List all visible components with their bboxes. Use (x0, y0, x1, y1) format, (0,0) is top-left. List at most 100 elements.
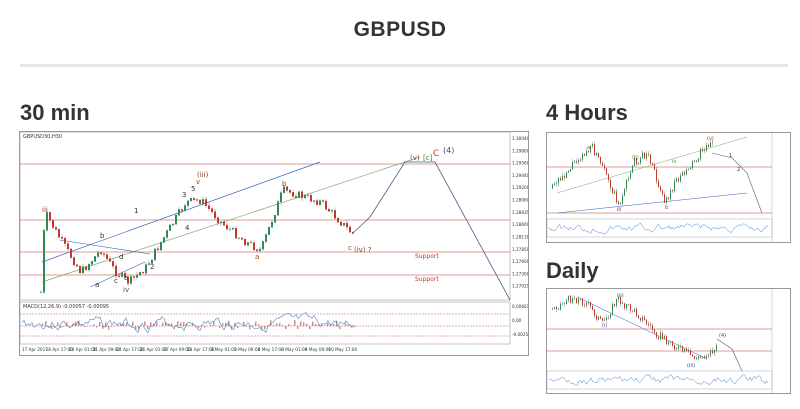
candle (604, 319, 605, 321)
candle (592, 305, 593, 310)
candle (608, 317, 609, 318)
indicator-tick: -0.00255 (512, 332, 528, 337)
candle (325, 200, 327, 210)
candle (564, 303, 565, 305)
candle (710, 350, 711, 356)
histogram-bar (309, 326, 311, 330)
chart-daily[interactable]: (ii) (i) (4) (iii) (546, 288, 791, 394)
price-tick: 1.29560 (512, 161, 528, 166)
candle (115, 265, 117, 277)
candle (46, 212, 48, 231)
candle (97, 252, 99, 257)
h4-label-iii: iii (617, 207, 621, 213)
candle (570, 295, 571, 303)
wave-label-1: 1 (134, 207, 138, 215)
histogram-bar (135, 326, 137, 330)
candle (112, 261, 114, 267)
candle (600, 316, 601, 319)
trend-line-blue (41, 161, 321, 263)
candle (157, 248, 159, 251)
price-tick: 1.29800 (512, 148, 528, 153)
histogram-bar (261, 326, 263, 330)
candle (280, 192, 282, 202)
candle (608, 174, 609, 181)
candle (604, 165, 605, 169)
candle (552, 308, 553, 310)
candle (576, 161, 577, 163)
time-tick: 18 Apr 17:00 (46, 347, 74, 352)
candle (652, 325, 653, 330)
candle (696, 160, 697, 162)
candle (580, 159, 581, 161)
candle (566, 172, 567, 179)
candle (88, 264, 90, 271)
chart-30min-canvas: GBPUSD30,H30 MACD(12,26,9) -0.00057 -0.0… (20, 132, 528, 352)
candle (346, 222, 348, 228)
candle (558, 308, 559, 310)
candle (598, 152, 599, 158)
candle (52, 220, 54, 228)
time-tick: 28 Apr 17:00 (187, 347, 215, 352)
histogram-bar (150, 322, 152, 326)
candle (202, 199, 204, 204)
histogram-bar (276, 323, 278, 326)
channel-line-low (89, 261, 146, 288)
histogram-bar (267, 326, 269, 327)
candle (193, 197, 195, 200)
candle (319, 200, 321, 205)
candle (196, 199, 198, 201)
candle (106, 254, 108, 259)
candle (656, 332, 657, 338)
candle (602, 162, 603, 166)
candle (268, 226, 270, 235)
candle (79, 265, 81, 274)
histogram-bar (201, 324, 203, 326)
candle (638, 315, 639, 319)
candle (712, 142, 713, 144)
candle (103, 253, 105, 255)
candle (352, 231, 354, 234)
trend-line-green (41, 156, 421, 283)
h4-label-iv: iv (672, 159, 676, 165)
chart-4hours[interactable]: a (ii) iii b iv (v) 1 2 (546, 132, 791, 243)
candle (614, 303, 615, 307)
candle (349, 226, 351, 233)
candle (664, 336, 665, 340)
candle (340, 221, 342, 226)
channel-line (59, 239, 151, 255)
candle (700, 148, 701, 160)
candle (694, 160, 695, 162)
candle (648, 323, 649, 326)
histogram-bar (303, 322, 305, 326)
histogram-bar (282, 325, 284, 326)
candle (286, 186, 288, 191)
candle (576, 298, 577, 303)
candle (588, 150, 589, 153)
histogram-bar (300, 321, 302, 326)
histogram-bar (174, 326, 176, 327)
wave-label-a: a (95, 281, 99, 289)
candle (73, 257, 75, 266)
chart-30min[interactable]: GBPUSD30,H30 MACD(12,26,9) -0.00057 -0.0… (19, 131, 529, 356)
candle (562, 175, 563, 181)
candle (692, 354, 693, 357)
candle (704, 356, 705, 358)
histogram-bar (138, 326, 140, 330)
candle (232, 228, 234, 230)
time-tick: 9 May 09:00 (305, 347, 331, 352)
page-title: GBPUSD (353, 18, 447, 41)
candle (262, 241, 264, 250)
time-tick: 27 Apr 09:00 (163, 347, 191, 352)
time-tick: 10 May 17:00 (328, 347, 357, 352)
support-label-1: Support (415, 253, 439, 260)
histogram-bar (237, 326, 239, 329)
candle (337, 218, 339, 223)
histogram-bar (81, 324, 83, 326)
candle (668, 341, 669, 345)
candle (626, 304, 627, 309)
chart-4hours-canvas: a (ii) iii b iv (v) 1 2 (547, 133, 773, 242)
candle (229, 228, 231, 230)
histogram-bar (72, 323, 74, 326)
candle (698, 158, 699, 162)
